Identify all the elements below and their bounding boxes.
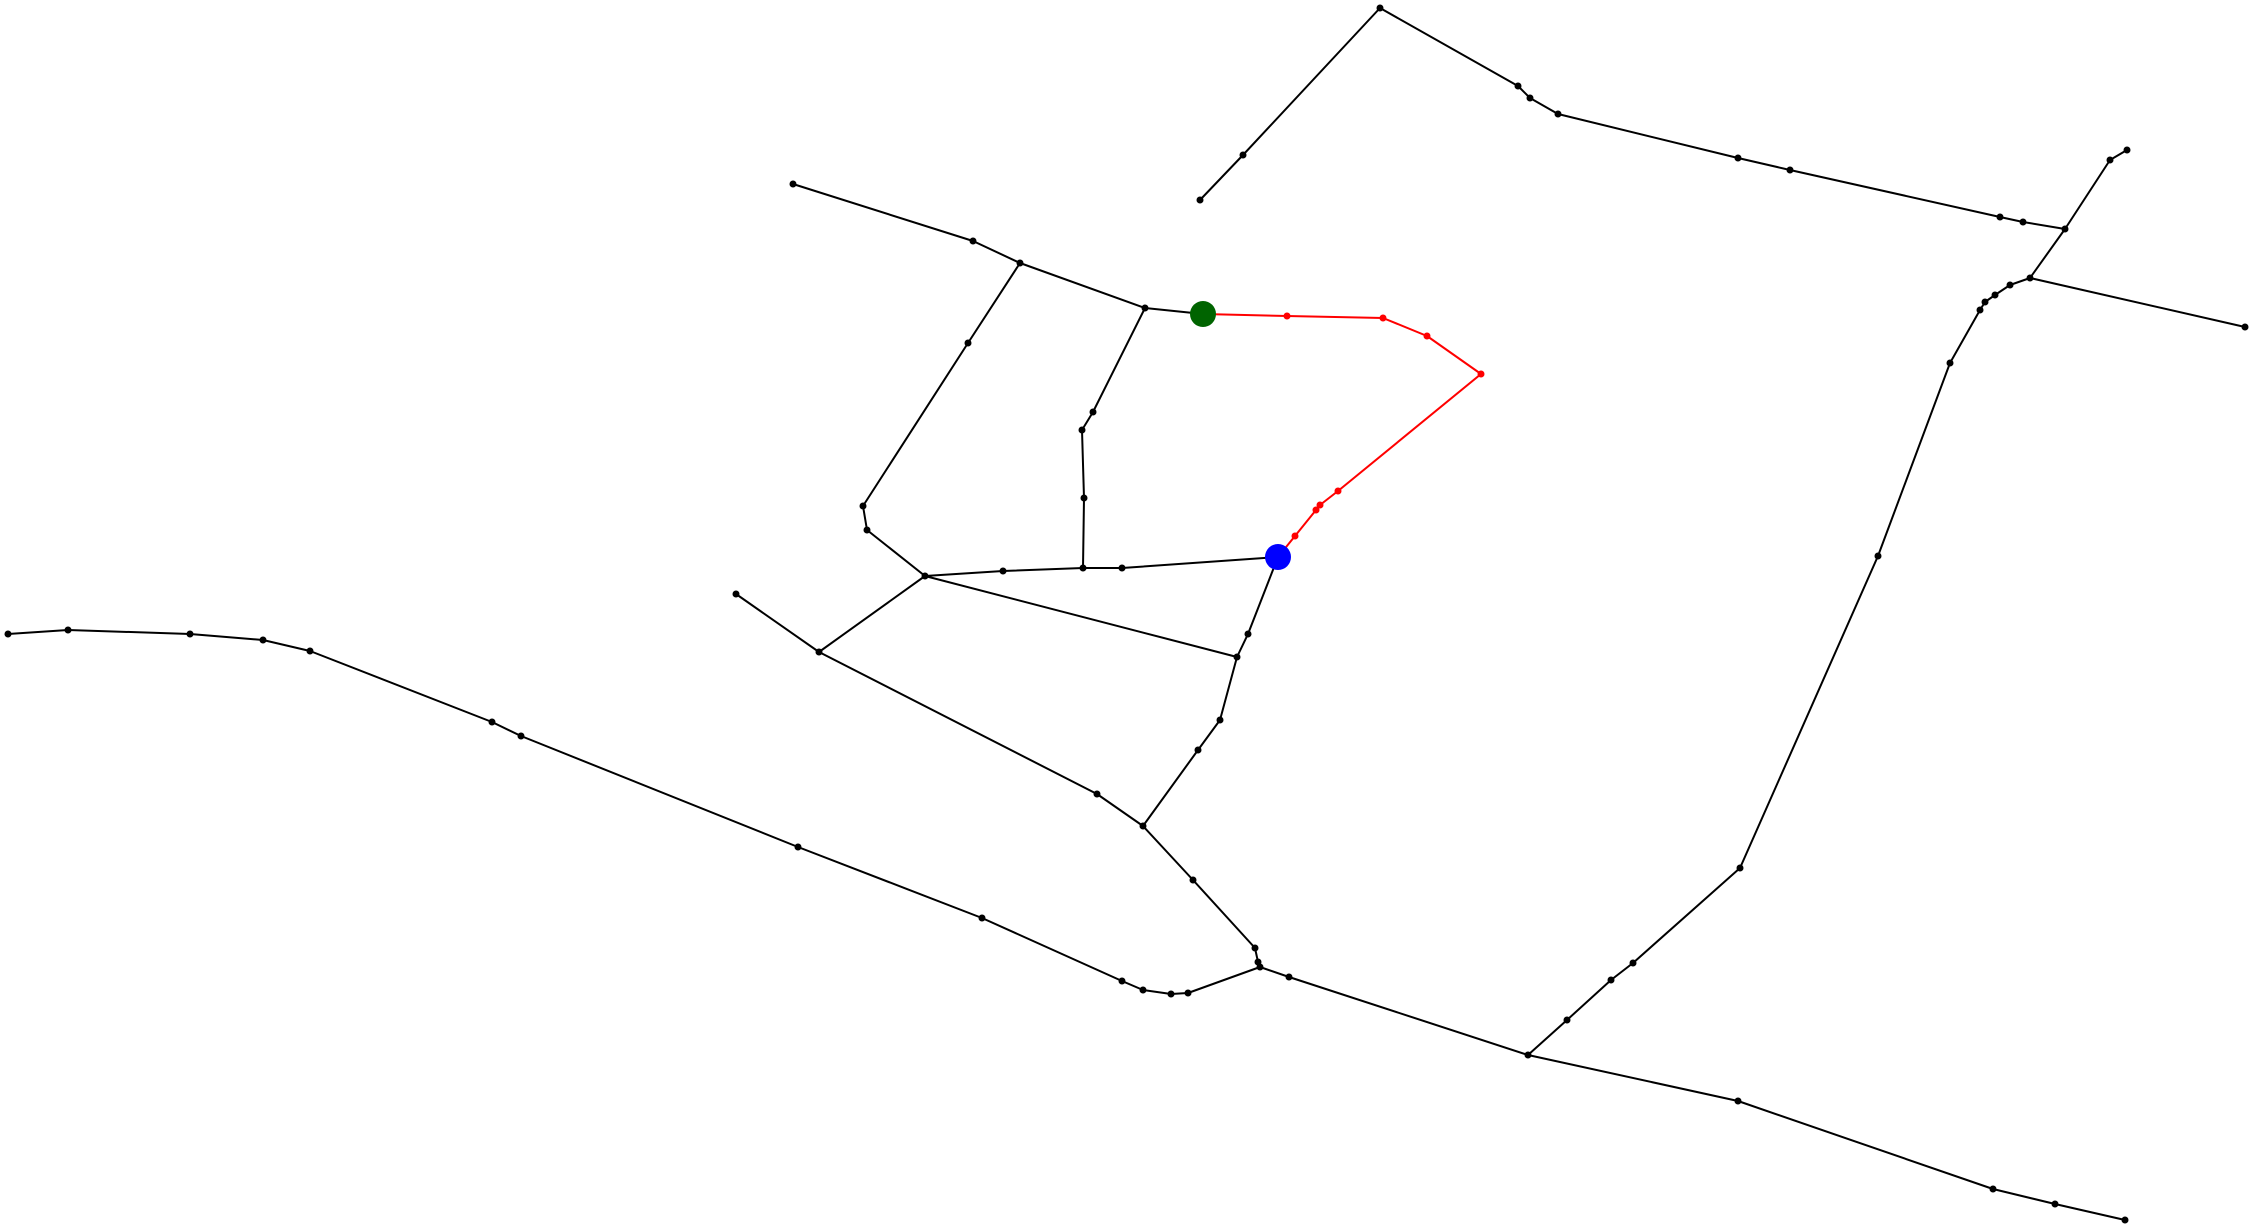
road-node [2026, 274, 2034, 282]
road-node [2241, 323, 2249, 331]
route-node [1312, 506, 1320, 514]
road-node [1141, 304, 1149, 312]
road-node [1016, 259, 1024, 267]
road-node [1734, 1097, 1742, 1105]
origin-node [1190, 301, 1216, 327]
road-node [259, 636, 267, 644]
road-node [4, 630, 12, 638]
road-node [2051, 1200, 2059, 1208]
road-node [1196, 196, 1204, 204]
road-node [1981, 298, 1989, 306]
road-edge [2029, 277, 2246, 328]
road-node [815, 648, 823, 656]
route-edge [1202, 313, 1482, 558]
road-node [1080, 494, 1088, 502]
road-node [1734, 154, 1742, 162]
road-node [1139, 986, 1147, 994]
road-node [1167, 990, 1175, 998]
road-node [517, 732, 525, 740]
road-node [999, 567, 1007, 575]
destination-node [1265, 544, 1291, 570]
road-node [2019, 218, 2027, 226]
road-node [1874, 552, 1882, 560]
road-node [978, 914, 986, 922]
road-node [1256, 963, 1264, 971]
road-node [1991, 291, 1999, 299]
road-node [1524, 1051, 1532, 1059]
road-node [1093, 790, 1101, 798]
road-node [1376, 4, 1384, 12]
road-node [859, 502, 867, 510]
shortest-route [1202, 313, 1482, 558]
road-node [1563, 1016, 1571, 1024]
road-node [306, 647, 314, 655]
route-node [1379, 314, 1387, 322]
road-node [2123, 146, 2131, 154]
road-node [1554, 110, 1562, 118]
road-node [863, 526, 871, 534]
road-node [1079, 564, 1087, 572]
road-node [2006, 281, 2014, 289]
route-endpoints [1190, 301, 1291, 570]
route-node [1283, 312, 1291, 320]
road-node [1078, 426, 1086, 434]
road-node [1244, 630, 1252, 638]
road-node [794, 843, 802, 851]
route-node [1316, 501, 1324, 509]
road-node [1189, 876, 1197, 884]
road-node [964, 339, 972, 347]
road-node [732, 590, 740, 598]
road-node [1233, 653, 1241, 661]
route-node [1291, 532, 1299, 540]
road-node [1976, 306, 1984, 314]
road-node [1996, 213, 2004, 221]
road-node [1118, 564, 1126, 572]
road-node [1526, 94, 1534, 102]
road-node [1786, 166, 1794, 174]
road-node [969, 237, 977, 245]
road-node [1251, 944, 1259, 952]
road-node [1089, 408, 1097, 416]
route-node [1334, 487, 1342, 495]
road-node [921, 572, 929, 580]
road-node [1118, 977, 1126, 985]
road-node [488, 718, 496, 726]
road-node [1139, 822, 1147, 830]
road-node [1239, 151, 1247, 159]
road-node [1184, 989, 1192, 997]
road-node [1285, 973, 1293, 981]
road-node [2106, 156, 2114, 164]
road-edge [924, 575, 1238, 658]
road-node [1607, 976, 1615, 984]
road-edge [7, 629, 2126, 1221]
road-edge [1142, 556, 1279, 827]
road-node [1514, 82, 1522, 90]
road-node [2121, 1216, 2129, 1224]
road-node [1989, 1185, 1997, 1193]
road-node [1216, 716, 1224, 724]
road-node [1736, 864, 1744, 872]
road-node [1194, 746, 1202, 754]
road-node [186, 630, 194, 638]
route-node [1477, 370, 1485, 378]
route-nodes [1283, 312, 1485, 540]
road-node [789, 180, 797, 188]
road-node [64, 626, 72, 634]
route-node [1423, 332, 1431, 340]
road-node [1946, 359, 1954, 367]
road-node [2061, 225, 2069, 233]
road-node [1629, 959, 1637, 967]
